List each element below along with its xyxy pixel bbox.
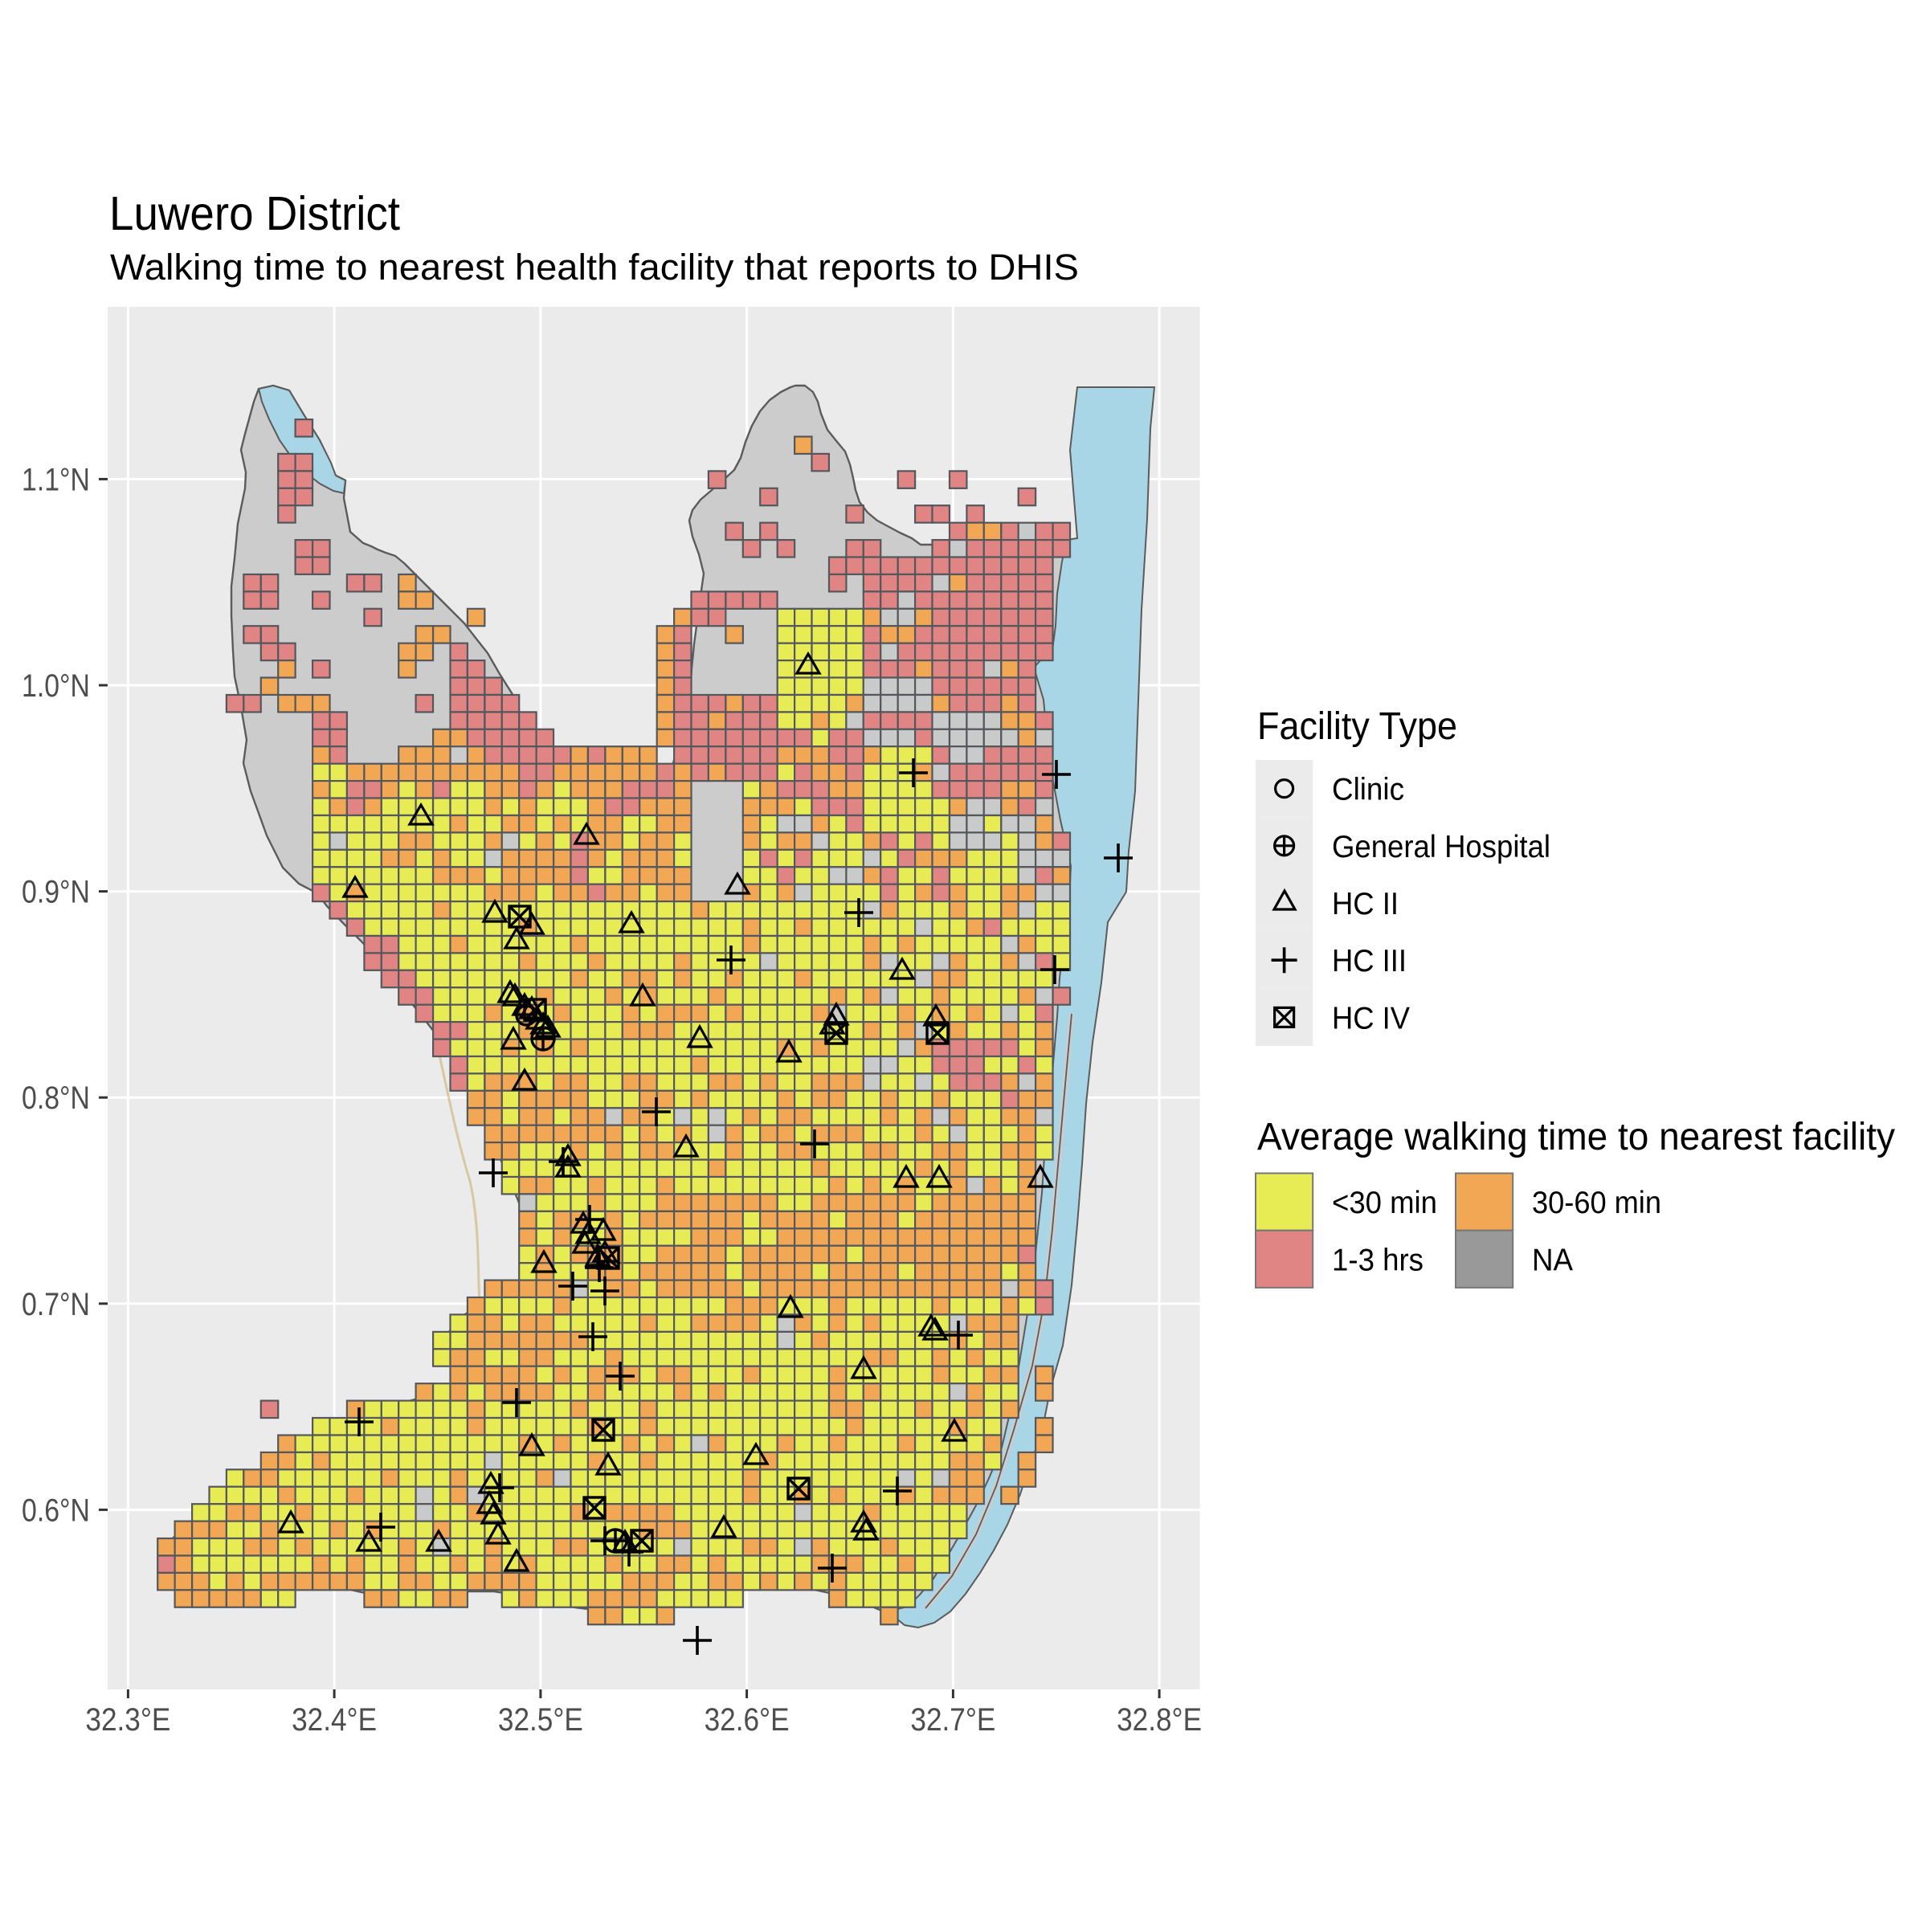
svg-text:<30 min: <30 min <box>1332 1186 1437 1220</box>
svg-text:1.0°N: 1.0°N <box>22 668 90 704</box>
svg-text:Luwero District: Luwero District <box>109 187 400 240</box>
svg-text:32.4°E: 32.4°E <box>292 1702 377 1738</box>
svg-text:HC IV: HC IV <box>1332 1001 1410 1035</box>
svg-text:32.6°E: 32.6°E <box>705 1702 790 1738</box>
svg-text:1.1°N: 1.1°N <box>22 462 90 497</box>
svg-text:Walking time to nearest health: Walking time to nearest health facility … <box>110 247 1079 288</box>
svg-text:0.7°N: 0.7°N <box>22 1287 90 1322</box>
svg-text:HC II: HC II <box>1332 887 1399 921</box>
svg-text:0.9°N: 0.9°N <box>22 875 90 910</box>
svg-text:Facility Type: Facility Type <box>1257 705 1457 748</box>
svg-text:32.3°E: 32.3°E <box>85 1702 170 1738</box>
svg-text:General Hospital: General Hospital <box>1332 830 1550 864</box>
svg-text:32.7°E: 32.7°E <box>910 1702 995 1738</box>
svg-text:1-3 hrs: 1-3 hrs <box>1332 1243 1424 1277</box>
svg-text:0.8°N: 0.8°N <box>22 1080 90 1116</box>
svg-text:32.8°E: 32.8°E <box>1117 1702 1202 1738</box>
svg-text:Average walking time to neares: Average walking time to nearest facility <box>1257 1116 1895 1158</box>
svg-text:32.5°E: 32.5°E <box>498 1702 583 1738</box>
svg-text:HC III: HC III <box>1332 944 1407 978</box>
svg-text:30-60 min: 30-60 min <box>1532 1186 1661 1220</box>
svg-text:NA: NA <box>1532 1243 1573 1277</box>
svg-text:0.6°N: 0.6°N <box>22 1493 90 1528</box>
svg-text:Clinic: Clinic <box>1332 773 1404 807</box>
